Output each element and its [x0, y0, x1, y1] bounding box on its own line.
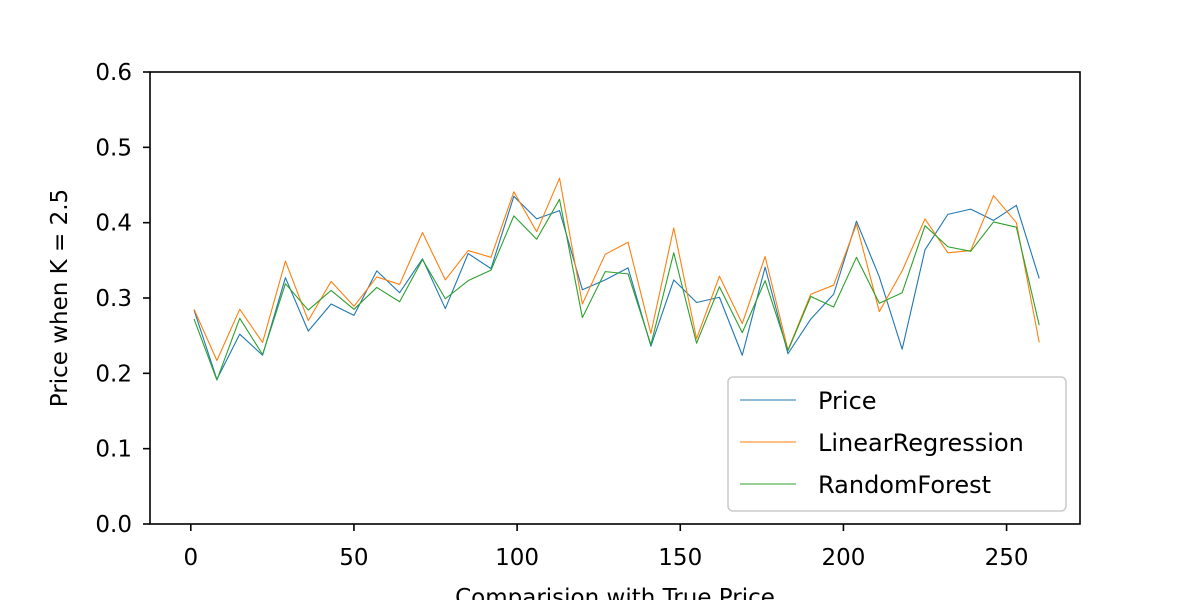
series-layer: [193, 177, 1040, 381]
series-line-price: [193, 195, 1040, 380]
y-tick-label: 0.2: [95, 361, 132, 387]
legend: Price LinearRegression RandomForest: [727, 376, 1067, 512]
x-tick-label: 0: [183, 545, 198, 571]
legend-items: Price LinearRegression RandomForest: [740, 387, 1024, 499]
series-line-linearregression: [193, 177, 1040, 362]
x-tick-label: 50: [339, 545, 368, 571]
y-axis-ticks: 0.0 0.1 0.2 0.3 0.4 0.5 0.6: [95, 60, 150, 538]
x-tick-label: 200: [821, 545, 865, 571]
x-tick-label: 150: [658, 545, 702, 571]
x-tick-label: 250: [985, 545, 1029, 571]
legend-label-randomforest: RandomForest: [818, 471, 991, 499]
series-line-randomforest: [193, 198, 1040, 381]
y-tick-label: 0.0: [95, 512, 132, 538]
x-tick-label: 100: [495, 545, 539, 571]
legend-label-linearregression: LinearRegression: [818, 429, 1024, 457]
y-tick-label: 0.3: [95, 286, 132, 312]
y-tick-label: 0.6: [95, 60, 132, 86]
y-axis-label: Price when K = 2.5: [47, 189, 73, 407]
legend-label-price: Price: [818, 387, 877, 415]
y-tick-label: 0.5: [95, 135, 132, 161]
x-axis-label: Comparision with True Price: [455, 585, 775, 600]
y-tick-label: 0.1: [95, 437, 132, 463]
x-axis-ticks: 0 50 100 150 200 250: [183, 524, 1029, 571]
y-tick-label: 0.4: [95, 211, 132, 237]
legend-box: [727, 376, 1067, 512]
